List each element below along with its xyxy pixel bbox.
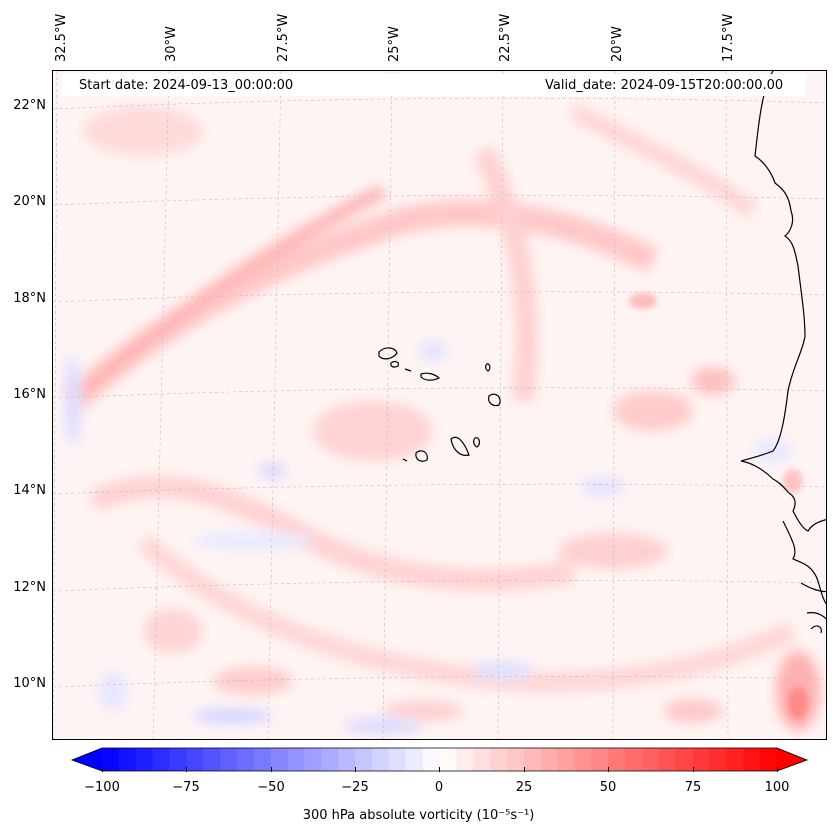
colorbar-segment — [642, 748, 660, 771]
lon-label-22-5w: 22.5°W — [498, 13, 513, 62]
lon-label-32-5w: 32.5°W — [54, 13, 69, 62]
colorbar-segment — [372, 748, 390, 771]
colorbar-segment — [439, 748, 457, 771]
colorbar-segment — [388, 748, 407, 771]
colorbar-tick-mark — [777, 767, 778, 772]
lat-label-16n: 16°N — [13, 387, 46, 402]
lat-label-14n: 14°N — [13, 483, 46, 498]
header-strip — [62, 74, 806, 96]
colorbar-tick-label: 100 — [764, 780, 790, 795]
lat-label-10n: 10°N — [13, 676, 46, 691]
colorbar-tick-label: −50 — [257, 780, 285, 795]
colorbar-segments — [102, 748, 778, 771]
lon-label-30w: 30°W — [164, 26, 179, 62]
valid-date-label: Valid_date: 2024-09-15T20:00:00.00 — [545, 78, 784, 93]
colorbar-segment — [574, 748, 592, 771]
colorbar-tick-label: 0 — [434, 780, 444, 795]
colorbar-tick-label: 25 — [515, 780, 533, 795]
colorbar-segment — [152, 748, 170, 771]
colorbar-segment — [473, 748, 491, 771]
colorbar-segment — [287, 748, 305, 771]
colorbar-segment — [608, 748, 626, 771]
colorbar-segment — [523, 748, 542, 771]
colorbar-segment — [743, 748, 761, 771]
colorbar-label: 300 hPa absolute vorticity (10⁻⁵s⁻¹) — [302, 808, 535, 823]
colorbar-tick-mark — [524, 767, 525, 772]
colorbar-segment — [355, 748, 373, 771]
colorbar-tick-label: 50 — [599, 780, 617, 795]
coastline — [740, 71, 826, 634]
colorbar-segment — [169, 748, 187, 771]
colorbar-tick-mark — [439, 767, 440, 772]
colorbar-segment — [709, 748, 727, 771]
colorbar-segment — [270, 748, 289, 771]
colorbar-segment — [507, 748, 525, 771]
colorbar — [70, 747, 809, 772]
colorbar-tick-label: −100 — [84, 780, 120, 795]
graticule — [53, 71, 826, 739]
colorbar-segment — [760, 748, 778, 771]
colorbar-segment — [675, 748, 694, 771]
colorbar-segment — [625, 748, 643, 771]
lon-label-27-5w: 27.5°W — [276, 13, 291, 62]
colorbar-segment — [338, 748, 356, 771]
start-date-label: Start date: 2024-09-13_00:00:00 — [79, 78, 294, 93]
lon-label-17-5w: 17.5°W — [721, 13, 736, 62]
colorbar-segment — [237, 748, 255, 771]
cape-verde-islands — [378, 347, 501, 462]
colorbar-tick-mark — [693, 767, 694, 772]
lat-label-12n: 12°N — [13, 580, 46, 595]
colorbar-segment — [135, 748, 154, 771]
colorbar-segment — [540, 748, 559, 771]
colorbar-segment — [203, 748, 221, 771]
colorbar-segment — [304, 748, 322, 771]
colorbar-segment — [220, 748, 238, 771]
colorbar-segment — [490, 748, 508, 771]
lat-label-18n: 18°N — [13, 291, 46, 306]
colorbar-tick-label: 75 — [684, 780, 702, 795]
vorticity-map — [52, 70, 827, 740]
colorbar-segment — [186, 748, 204, 771]
colorbar-segment — [658, 748, 677, 771]
colorbar-segment — [321, 748, 339, 771]
colorbar-segment — [726, 748, 744, 771]
vorticity-field — [53, 71, 826, 739]
colorbar-tick-mark — [608, 767, 609, 772]
lon-label-20w: 20°W — [610, 26, 625, 62]
colorbar-low-extension — [72, 748, 102, 771]
colorbar-segment — [118, 748, 137, 771]
colorbar-tick-label: −25 — [341, 780, 369, 795]
colorbar-tick-mark — [186, 767, 187, 772]
colorbar-segment — [456, 748, 474, 771]
colorbar-high-extension — [777, 748, 807, 771]
lon-label-25w: 25°W — [387, 26, 402, 62]
lat-label-22n: 22°N — [13, 98, 46, 113]
colorbar-segment — [422, 748, 440, 771]
colorbar-segment — [405, 748, 424, 771]
colorbar-segment — [102, 748, 120, 771]
colorbar-segment — [557, 748, 575, 771]
strong-vorticity-spots — [629, 293, 808, 719]
colorbar-segment — [253, 748, 272, 771]
colorbar-tick-mark — [355, 767, 356, 772]
colorbar-tick-mark — [102, 767, 103, 772]
colorbar-tick-label: −75 — [172, 780, 200, 795]
lat-label-20n: 20°N — [13, 194, 46, 209]
colorbar-segment — [591, 748, 609, 771]
colorbar-tick-mark — [271, 767, 272, 772]
colorbar-segment — [692, 748, 710, 771]
